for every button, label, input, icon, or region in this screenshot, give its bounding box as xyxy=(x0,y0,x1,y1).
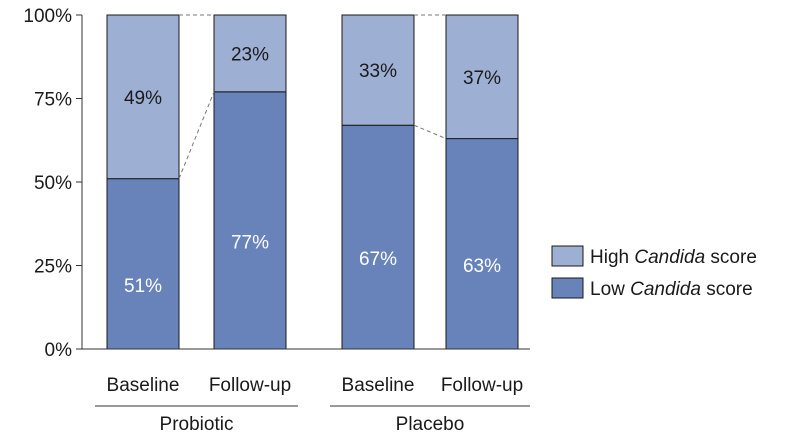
data-label: 37% xyxy=(463,68,501,89)
y-tick-label: 100% xyxy=(23,6,72,27)
group-label: Placebo xyxy=(396,414,465,435)
legend-label: High Candida score xyxy=(590,247,757,268)
legend-swatch xyxy=(551,277,584,299)
connector-line xyxy=(178,91,215,179)
bar-segment xyxy=(213,14,287,93)
legend-swatch xyxy=(551,245,584,267)
bar-segment xyxy=(341,14,415,126)
x-tick-label: Baseline xyxy=(107,375,180,396)
bars-layer xyxy=(106,14,519,350)
data-label: 49% xyxy=(124,88,162,109)
x-tick-label: Follow-up xyxy=(441,375,523,396)
group-label: Probiotic xyxy=(160,414,234,435)
data-label: 63% xyxy=(463,256,501,277)
connector-lines xyxy=(178,14,447,179)
x-tick-label: Baseline xyxy=(342,375,415,396)
bar-segment xyxy=(341,124,415,350)
bar-segment xyxy=(106,178,180,350)
connector-line xyxy=(413,124,447,140)
bar-segment xyxy=(445,14,519,140)
data-label: 67% xyxy=(359,249,397,270)
bar-segment xyxy=(445,138,519,350)
data-labels-layer: 51% 49% 77% 23% 67% 33% 63% 37% xyxy=(124,44,501,296)
data-label: 33% xyxy=(359,61,397,82)
bar-segment xyxy=(106,14,180,180)
legend-label: Low Candida score xyxy=(590,279,753,300)
y-tick-label: 75% xyxy=(34,90,72,111)
y-tick-label: 50% xyxy=(34,173,72,194)
data-label: 77% xyxy=(231,232,269,253)
data-label: 23% xyxy=(231,44,269,65)
bar-segment xyxy=(213,91,287,350)
y-tick-label: 0% xyxy=(45,340,73,361)
y-tick-label: 25% xyxy=(34,257,72,278)
y-axis: 0% 25% 50% 75% 100% xyxy=(23,6,83,361)
x-tick-label: Follow-up xyxy=(209,375,291,396)
data-label: 51% xyxy=(124,276,162,297)
legend: High Candida score Low Candida score xyxy=(551,245,757,300)
x-axis: Baseline Follow-up Baseline Follow-up Probio… xyxy=(82,348,530,435)
